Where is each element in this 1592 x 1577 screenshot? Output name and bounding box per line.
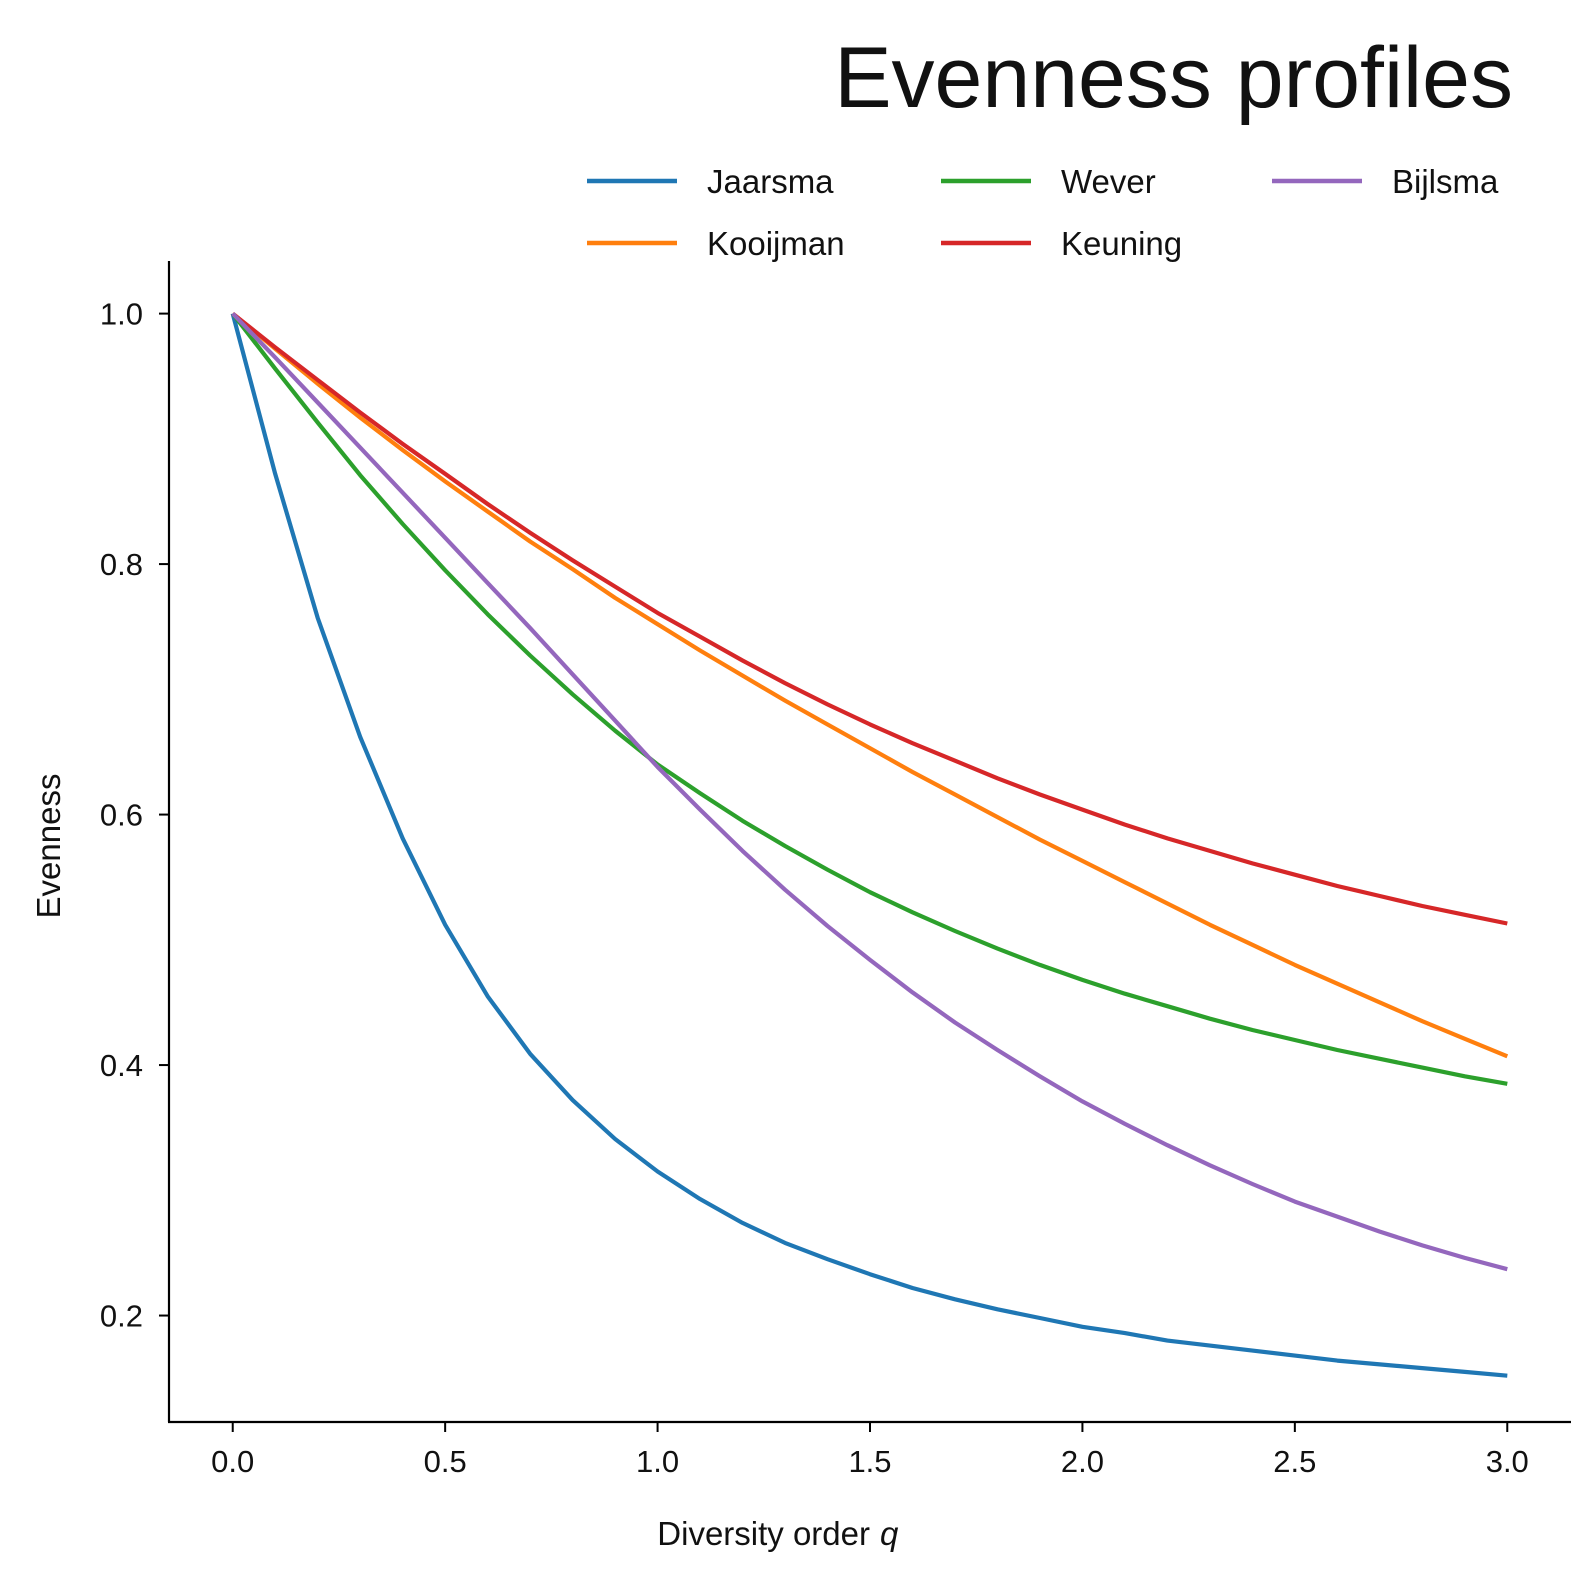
x-tick-label: 1.5 (848, 1444, 891, 1479)
series-line-wever (231, 312, 1508, 1086)
x-axis-label: Diversity order (657, 1515, 870, 1552)
legend-label-kooijman: Kooijman (707, 225, 845, 262)
y-tick-label: 1.0 (100, 297, 143, 332)
y-axis-ticks: 0.2 0.4 0.6 0.8 1.0 (100, 297, 169, 1334)
y-tick-label: 0.2 (100, 1299, 143, 1334)
x-tick-label: 0.0 (211, 1444, 254, 1479)
legend-label-keuning: Keuning (1061, 225, 1182, 262)
x-tick-label: 3.0 (1486, 1444, 1529, 1479)
x-axis-ticks: 0.0 0.5 1.0 1.5 2.0 2.5 3.0 (211, 1422, 1529, 1479)
x-tick-label: 0.5 (424, 1444, 467, 1479)
x-tick-label: 1.0 (636, 1444, 679, 1479)
series-line-jaarsma (230, 313, 1508, 1378)
series-line-bijlsma (231, 312, 1508, 1272)
y-axis-label: Evenness (30, 774, 67, 919)
y-tick-label: 0.8 (100, 547, 143, 582)
x-tick-label: 2.0 (1061, 1444, 1104, 1479)
legend: Jaarsma Kooijman Wever Keuning Bijlsma (587, 163, 1499, 262)
legend-label-wever: Wever (1061, 163, 1156, 200)
x-axis-variable: q (880, 1515, 899, 1552)
series-line-keuning (231, 311, 1508, 926)
x-tick-label: 2.5 (1273, 1444, 1316, 1479)
chart-title: Evenness profiles (834, 30, 1513, 126)
y-tick-label: 0.6 (100, 798, 143, 833)
series-line-kooijman (231, 311, 1509, 1059)
series-lines (230, 311, 1509, 1378)
legend-label-bijlsma: Bijlsma (1392, 163, 1499, 200)
legend-label-jaarsma: Jaarsma (707, 163, 834, 200)
y-tick-label: 0.4 (100, 1048, 143, 1083)
